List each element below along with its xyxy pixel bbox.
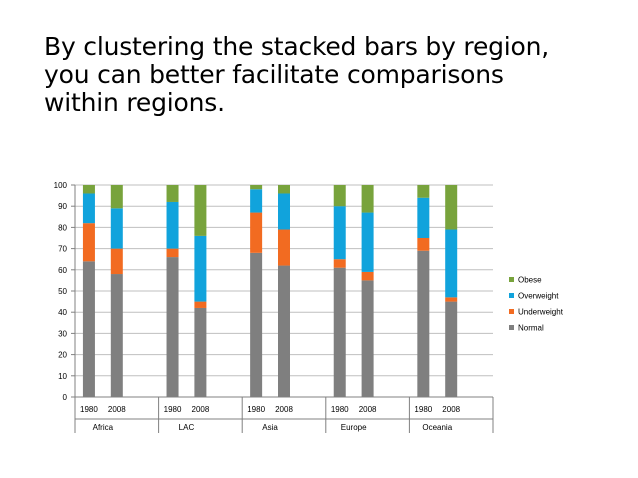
bar-segment-overweight xyxy=(250,189,263,213)
x-category-label: 2008 xyxy=(442,405,460,414)
y-tick-label: 10 xyxy=(58,372,67,381)
x-category-label: 1980 xyxy=(164,405,182,414)
x-category-label: 1980 xyxy=(331,405,349,414)
legend-label: Overweight xyxy=(518,292,559,301)
bar-segment-underweight xyxy=(110,248,123,275)
y-tick-label: 30 xyxy=(58,329,67,338)
bar-segment-overweight xyxy=(166,201,179,249)
bar-segment-obese xyxy=(194,185,207,236)
bar-segment-obese xyxy=(333,185,346,207)
x-category-label: 2008 xyxy=(108,405,126,414)
bar-segment-underweight xyxy=(166,248,179,258)
bar-segment-overweight xyxy=(82,193,95,224)
x-category-label: 1980 xyxy=(80,405,98,414)
y-tick-label: 50 xyxy=(58,287,67,296)
legend-swatch-underweight xyxy=(509,309,514,314)
bar-segment-overweight xyxy=(445,229,458,298)
bar-segment-obese xyxy=(82,185,95,194)
y-tick-label: 80 xyxy=(58,223,67,232)
bar-segment-overweight xyxy=(278,193,290,230)
x-category-label: 2008 xyxy=(359,405,377,414)
legend-swatch-obese xyxy=(509,277,514,282)
bar-segment-normal xyxy=(250,252,263,397)
x-category-label: 1980 xyxy=(414,405,432,414)
bar-segment-normal xyxy=(445,301,458,397)
bar-segment-overweight xyxy=(333,206,346,260)
bar-segment-obese xyxy=(250,185,263,190)
bar-segment-obese xyxy=(110,185,123,209)
bar-segment-underweight xyxy=(445,297,458,302)
bar-segment-underweight xyxy=(417,238,430,251)
bar-segment-obese xyxy=(166,185,179,202)
bar-segment-normal xyxy=(166,257,179,397)
y-tick-label: 90 xyxy=(58,202,67,211)
x-group-label: LAC xyxy=(179,423,195,432)
legend-label: Obese xyxy=(518,276,542,285)
x-group-label: Africa xyxy=(93,423,114,432)
x-group-label: Oceania xyxy=(422,423,452,432)
y-tick-label: 20 xyxy=(58,351,67,360)
y-tick-label: 40 xyxy=(58,308,67,317)
bar-segment-obese xyxy=(361,185,374,213)
bar-segment-obese xyxy=(278,185,290,194)
slide-title-line: within regions. xyxy=(44,88,225,117)
x-category-label: 1980 xyxy=(247,405,265,414)
bar-segment-underweight xyxy=(82,223,95,262)
legend-swatch-overweight xyxy=(509,293,514,298)
bar-segment-normal xyxy=(278,265,290,397)
x-group-label: Asia xyxy=(262,423,278,432)
bar-segment-underweight xyxy=(194,301,207,308)
bar-segment-normal xyxy=(333,267,346,397)
y-tick-label: 100 xyxy=(54,181,68,190)
bar-segment-underweight xyxy=(333,259,346,268)
bar-segment-obese xyxy=(417,185,430,198)
bar-segment-underweight xyxy=(361,271,374,281)
bar-segment-overweight xyxy=(194,235,207,302)
bar-segment-normal xyxy=(82,261,95,397)
bar-segment-overweight xyxy=(110,208,123,249)
bar-segment-normal xyxy=(417,250,430,397)
y-tick-label: 0 xyxy=(63,393,68,402)
y-tick-label: 70 xyxy=(58,245,67,254)
slide-title: By clustering the stacked bars by region… xyxy=(44,33,604,117)
slide-title-line: By clustering the stacked bars by region… xyxy=(44,32,550,61)
bar-segment-underweight xyxy=(278,229,290,266)
bar-segment-underweight xyxy=(250,212,263,253)
x-category-label: 2008 xyxy=(275,405,293,414)
x-category-label: 2008 xyxy=(192,405,210,414)
x-group-label: Europe xyxy=(341,423,367,432)
legend-label: Normal xyxy=(518,324,544,333)
legend-swatch-normal xyxy=(509,325,514,330)
slide-title-line: you can better facilitate comparisons xyxy=(44,60,504,89)
bar-segment-normal xyxy=(110,274,123,397)
legend-label: Underweight xyxy=(518,308,564,317)
bar-segment-overweight xyxy=(417,197,430,238)
bar-segment-normal xyxy=(361,280,374,397)
bar-segment-obese xyxy=(445,185,458,230)
y-tick-label: 60 xyxy=(58,266,67,275)
bar-segment-normal xyxy=(194,307,207,397)
bar-segment-overweight xyxy=(361,212,374,272)
